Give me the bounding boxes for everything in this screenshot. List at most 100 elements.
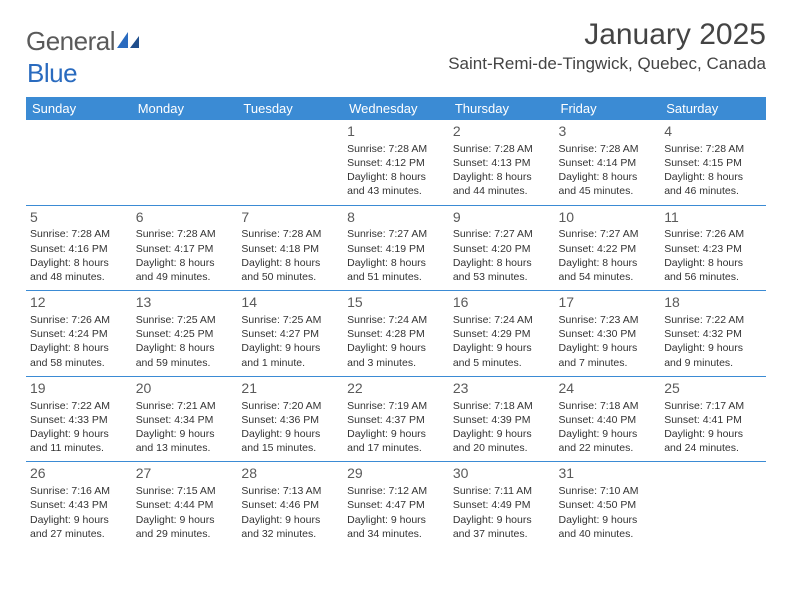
day-header: Saturday: [660, 97, 766, 120]
calendar-day-cell: 23Sunrise: 7:18 AMSunset: 4:39 PMDayligh…: [449, 376, 555, 462]
day-number: 2: [453, 122, 551, 141]
calendar-week-row: 12Sunrise: 7:26 AMSunset: 4:24 PMDayligh…: [26, 291, 766, 377]
day-number: 14: [241, 293, 339, 312]
logo-text-a: General: [26, 26, 115, 57]
day-header: Monday: [132, 97, 238, 120]
daylight-text: Daylight: 9 hours: [136, 513, 234, 527]
month-title: January 2025: [448, 18, 766, 52]
sunrise-text: Sunrise: 7:10 AM: [559, 484, 657, 498]
daylight-text: and 53 minutes.: [453, 270, 551, 284]
calendar-day-cell: 10Sunrise: 7:27 AMSunset: 4:22 PMDayligh…: [555, 205, 661, 291]
sunset-text: Sunset: 4:39 PM: [453, 413, 551, 427]
calendar-day-cell: 24Sunrise: 7:18 AMSunset: 4:40 PMDayligh…: [555, 376, 661, 462]
day-number: 29: [347, 464, 445, 483]
calendar-day-cell: 19Sunrise: 7:22 AMSunset: 4:33 PMDayligh…: [26, 376, 132, 462]
day-header: Tuesday: [237, 97, 343, 120]
calendar-week-row: 1Sunrise: 7:28 AMSunset: 4:12 PMDaylight…: [26, 120, 766, 205]
daylight-text: Daylight: 9 hours: [453, 427, 551, 441]
sunset-text: Sunset: 4:14 PM: [559, 156, 657, 170]
day-number: 24: [559, 379, 657, 398]
sunset-text: Sunset: 4:24 PM: [30, 327, 128, 341]
calendar-day-cell: 30Sunrise: 7:11 AMSunset: 4:49 PMDayligh…: [449, 462, 555, 547]
calendar-day-cell: 6Sunrise: 7:28 AMSunset: 4:17 PMDaylight…: [132, 205, 238, 291]
sunrise-text: Sunrise: 7:22 AM: [30, 399, 128, 413]
daylight-text: and 43 minutes.: [347, 184, 445, 198]
day-number: 30: [453, 464, 551, 483]
calendar-day-cell: 26Sunrise: 7:16 AMSunset: 4:43 PMDayligh…: [26, 462, 132, 547]
sunrise-text: Sunrise: 7:24 AM: [347, 313, 445, 327]
calendar-day-cell: 20Sunrise: 7:21 AMSunset: 4:34 PMDayligh…: [132, 376, 238, 462]
calendar-empty-cell: [26, 120, 132, 205]
sunrise-text: Sunrise: 7:19 AM: [347, 399, 445, 413]
daylight-text: and 22 minutes.: [559, 441, 657, 455]
day-header: Sunday: [26, 97, 132, 120]
sunrise-text: Sunrise: 7:28 AM: [136, 227, 234, 241]
daylight-text: and 13 minutes.: [136, 441, 234, 455]
calendar-week-row: 26Sunrise: 7:16 AMSunset: 4:43 PMDayligh…: [26, 462, 766, 547]
calendar-header-row: SundayMondayTuesdayWednesdayThursdayFrid…: [26, 97, 766, 120]
sunset-text: Sunset: 4:43 PM: [30, 498, 128, 512]
day-number: 23: [453, 379, 551, 398]
daylight-text: Daylight: 9 hours: [241, 341, 339, 355]
daylight-text: and 54 minutes.: [559, 270, 657, 284]
daylight-text: and 32 minutes.: [241, 527, 339, 541]
daylight-text: Daylight: 8 hours: [347, 170, 445, 184]
calendar-day-cell: 18Sunrise: 7:22 AMSunset: 4:32 PMDayligh…: [660, 291, 766, 377]
calendar-day-cell: 16Sunrise: 7:24 AMSunset: 4:29 PMDayligh…: [449, 291, 555, 377]
logo: General: [26, 26, 141, 57]
sunrise-text: Sunrise: 7:27 AM: [347, 227, 445, 241]
daylight-text: Daylight: 9 hours: [136, 427, 234, 441]
calendar-day-cell: 12Sunrise: 7:26 AMSunset: 4:24 PMDayligh…: [26, 291, 132, 377]
calendar-day-cell: 11Sunrise: 7:26 AMSunset: 4:23 PMDayligh…: [660, 205, 766, 291]
day-number: 10: [559, 208, 657, 227]
sunset-text: Sunset: 4:37 PM: [347, 413, 445, 427]
sunrise-text: Sunrise: 7:28 AM: [453, 142, 551, 156]
daylight-text: Daylight: 8 hours: [136, 341, 234, 355]
daylight-text: Daylight: 8 hours: [559, 170, 657, 184]
sunset-text: Sunset: 4:32 PM: [664, 327, 762, 341]
sunset-text: Sunset: 4:41 PM: [664, 413, 762, 427]
daylight-text: and 5 minutes.: [453, 356, 551, 370]
daylight-text: and 51 minutes.: [347, 270, 445, 284]
calendar-empty-cell: [132, 120, 238, 205]
sunset-text: Sunset: 4:18 PM: [241, 242, 339, 256]
daylight-text: Daylight: 8 hours: [664, 170, 762, 184]
sunrise-text: Sunrise: 7:25 AM: [241, 313, 339, 327]
daylight-text: Daylight: 9 hours: [559, 513, 657, 527]
sunrise-text: Sunrise: 7:15 AM: [136, 484, 234, 498]
calendar-day-cell: 3Sunrise: 7:28 AMSunset: 4:14 PMDaylight…: [555, 120, 661, 205]
daylight-text: and 48 minutes.: [30, 270, 128, 284]
sunrise-text: Sunrise: 7:17 AM: [664, 399, 762, 413]
daylight-text: and 29 minutes.: [136, 527, 234, 541]
daylight-text: Daylight: 9 hours: [30, 427, 128, 441]
sunrise-text: Sunrise: 7:26 AM: [664, 227, 762, 241]
daylight-text: and 59 minutes.: [136, 356, 234, 370]
calendar-day-cell: 29Sunrise: 7:12 AMSunset: 4:47 PMDayligh…: [343, 462, 449, 547]
day-number: 13: [136, 293, 234, 312]
calendar-day-cell: 5Sunrise: 7:28 AMSunset: 4:16 PMDaylight…: [26, 205, 132, 291]
sunrise-text: Sunrise: 7:25 AM: [136, 313, 234, 327]
day-number: 7: [241, 208, 339, 227]
day-number: 15: [347, 293, 445, 312]
daylight-text: and 56 minutes.: [664, 270, 762, 284]
sunrise-text: Sunrise: 7:18 AM: [453, 399, 551, 413]
daylight-text: and 20 minutes.: [453, 441, 551, 455]
sunrise-text: Sunrise: 7:18 AM: [559, 399, 657, 413]
daylight-text: Daylight: 9 hours: [453, 513, 551, 527]
calendar-day-cell: 14Sunrise: 7:25 AMSunset: 4:27 PMDayligh…: [237, 291, 343, 377]
sunset-text: Sunset: 4:30 PM: [559, 327, 657, 341]
sunset-text: Sunset: 4:44 PM: [136, 498, 234, 512]
daylight-text: and 46 minutes.: [664, 184, 762, 198]
sunrise-text: Sunrise: 7:28 AM: [664, 142, 762, 156]
sunrise-text: Sunrise: 7:21 AM: [136, 399, 234, 413]
sunset-text: Sunset: 4:27 PM: [241, 327, 339, 341]
daylight-text: Daylight: 9 hours: [559, 341, 657, 355]
daylight-text: and 1 minute.: [241, 356, 339, 370]
daylight-text: and 50 minutes.: [241, 270, 339, 284]
sunset-text: Sunset: 4:47 PM: [347, 498, 445, 512]
sunrise-text: Sunrise: 7:28 AM: [347, 142, 445, 156]
daylight-text: and 34 minutes.: [347, 527, 445, 541]
title-block: January 2025 Saint-Remi-de-Tingwick, Que…: [448, 18, 766, 74]
day-number: 9: [453, 208, 551, 227]
daylight-text: Daylight: 9 hours: [664, 427, 762, 441]
